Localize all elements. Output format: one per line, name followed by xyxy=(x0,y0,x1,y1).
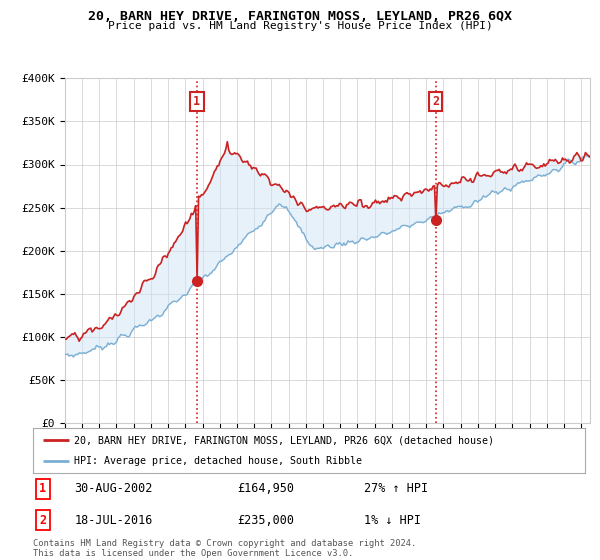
Text: £164,950: £164,950 xyxy=(237,482,294,496)
Text: 1: 1 xyxy=(193,95,200,108)
Text: 30-AUG-2002: 30-AUG-2002 xyxy=(74,482,153,496)
Text: 20, BARN HEY DRIVE, FARINGTON MOSS, LEYLAND, PR26 6QX (detached house): 20, BARN HEY DRIVE, FARINGTON MOSS, LEYL… xyxy=(74,436,494,446)
Text: 18-JUL-2016: 18-JUL-2016 xyxy=(74,514,153,526)
Text: Contains HM Land Registry data © Crown copyright and database right 2024.
This d: Contains HM Land Registry data © Crown c… xyxy=(33,539,416,558)
Text: 27% ↑ HPI: 27% ↑ HPI xyxy=(364,482,428,496)
Text: 2: 2 xyxy=(40,514,46,526)
Text: 20, BARN HEY DRIVE, FARINGTON MOSS, LEYLAND, PR26 6QX: 20, BARN HEY DRIVE, FARINGTON MOSS, LEYL… xyxy=(88,10,512,22)
Text: 1% ↓ HPI: 1% ↓ HPI xyxy=(364,514,421,526)
Text: 2: 2 xyxy=(432,95,439,108)
Text: 1: 1 xyxy=(40,482,46,496)
Text: £235,000: £235,000 xyxy=(237,514,294,526)
Text: HPI: Average price, detached house, South Ribble: HPI: Average price, detached house, Sout… xyxy=(74,456,362,466)
Text: Price paid vs. HM Land Registry's House Price Index (HPI): Price paid vs. HM Land Registry's House … xyxy=(107,21,493,31)
